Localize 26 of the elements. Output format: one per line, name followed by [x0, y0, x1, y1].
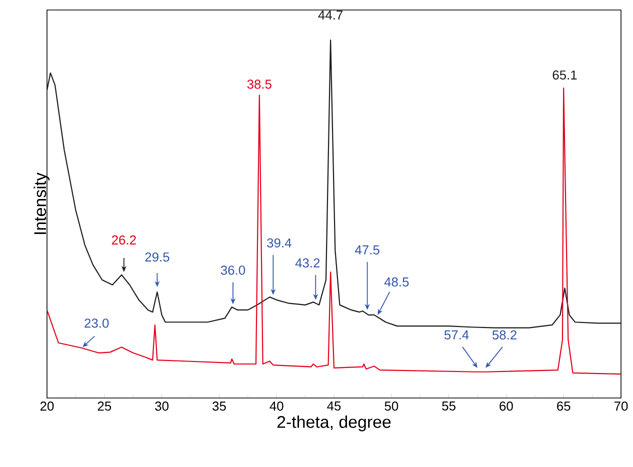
- x-tick-label: 20: [40, 402, 54, 411]
- annotation: 26.2: [112, 235, 136, 245]
- annotation: 65.1: [552, 70, 577, 80]
- x-tick-label: 25: [98, 402, 112, 411]
- x-tick-label: 50: [384, 402, 398, 411]
- x-tick-label: 60: [500, 402, 513, 411]
- annotation: 44.7: [318, 10, 343, 20]
- x-tick-label: 40: [270, 402, 284, 411]
- x-tick-label: 35: [212, 402, 226, 411]
- x-tick-label: 65: [557, 402, 570, 411]
- annotation: 58.2: [492, 330, 516, 340]
- annotation: 23.0: [84, 318, 109, 328]
- y-axis-title: Intensity: [34, 172, 50, 234]
- x-tick-label: 30: [155, 402, 168, 411]
- annotation: 47.5: [354, 245, 380, 254]
- x-axis-title: 2-theta, degree: [277, 416, 391, 432]
- x-tick-label: 70: [614, 402, 628, 411]
- annotation: 48.5: [384, 277, 409, 287]
- annotation: 36.0: [220, 266, 246, 275]
- annotation: 29.5: [145, 252, 170, 262]
- x-tick-label: 55: [442, 402, 456, 411]
- annotation: 43.2: [295, 258, 320, 268]
- annotation: 39.4: [267, 238, 292, 248]
- annotation: 57.4: [444, 330, 469, 340]
- x-tick-label: 45: [327, 402, 341, 411]
- annotation: 38.5: [247, 80, 272, 89]
